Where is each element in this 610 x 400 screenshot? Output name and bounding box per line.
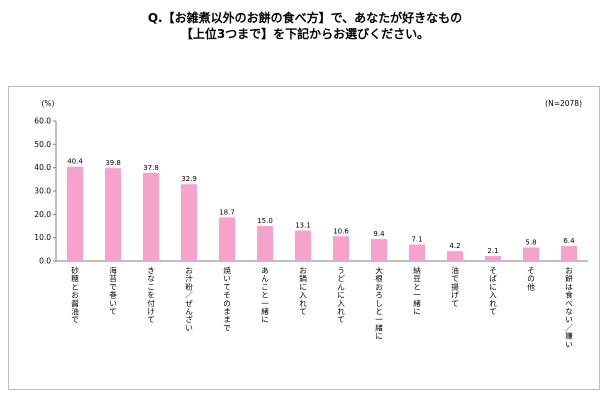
bar-value-label: 10.6 [333,227,349,235]
bar-value-label: 13.1 [295,221,311,229]
y-tick-label: 60.0 [34,117,51,126]
x-tick-label: うどんに入れて [337,266,345,324]
x-tick-label: お鍋に入れて [299,266,307,316]
bar [257,226,273,261]
bar-value-label: 7.1 [411,235,422,243]
chart-title-line-1: Q.【お雑煮以外のお餅の食べ方】で、あなたが好きなもの [147,11,463,25]
chart-title-line-2: 【上位3つまで】を下記からお選びください。 [180,27,430,41]
bar-value-label: 18.7 [219,208,235,216]
sample-size-label: (N=2078) [545,99,582,108]
x-tick-label: あんこと一緒に [261,266,269,324]
bar [561,246,577,261]
bar-value-label: 2.1 [487,247,498,255]
bar [485,256,501,261]
x-tick-label: 焼いてそのままで [223,266,231,332]
bar [67,166,83,261]
bar-value-label: 5.8 [525,238,536,246]
bar [409,244,425,261]
bar [219,217,235,261]
x-tick-label: お餅は食べない／嫌い [565,266,573,349]
x-tick-label: 砂糖とお醤油で [71,265,79,324]
bar [371,239,387,261]
y-tick-label: 40.0 [34,163,51,172]
y-tick-label: 0.0 [39,257,51,266]
y-axis-label: (%) [42,99,55,108]
x-tick-label: そばに入れて [489,266,497,316]
x-tick-label: お汁粉／ぜんざい [185,266,193,332]
x-tick-label: その他 [527,266,535,291]
bar [295,230,311,261]
bar-value-label: 39.8 [105,159,121,167]
bar-value-label: 6.4 [563,237,575,245]
bar [143,172,159,261]
bar-value-label: 4.2 [449,242,460,250]
bar [447,251,463,261]
chart-title: Q.【お雑煮以外のお餅の食べ方】で、あなたが好きなもの 【上位3つまで】を下記か… [0,10,610,42]
x-tick-label: 油で揚げて [451,265,459,308]
y-tick-label: 50.0 [34,140,51,149]
bar-value-label: 32.9 [181,175,197,183]
bar [181,184,197,261]
bar [333,236,349,261]
chart-frame [8,86,600,390]
bar-value-label: 37.8 [143,164,159,172]
y-tick-label: 10.0 [34,233,51,242]
bar-value-label: 40.4 [67,158,83,166]
x-tick-label: 海苔で巻いて [109,265,117,316]
y-tick-label: 20.0 [34,210,51,219]
y-tick-label: 30.0 [34,187,51,196]
bar-value-label: 15.0 [257,217,273,225]
bar [523,247,539,261]
bar-value-label: 9.4 [373,230,385,238]
x-tick-label: 大根おろしと一緒に [375,265,383,341]
x-tick-label: きなこを付けて [147,266,155,324]
bar [105,168,121,261]
x-tick-label: 納豆と一緒に [413,265,421,316]
